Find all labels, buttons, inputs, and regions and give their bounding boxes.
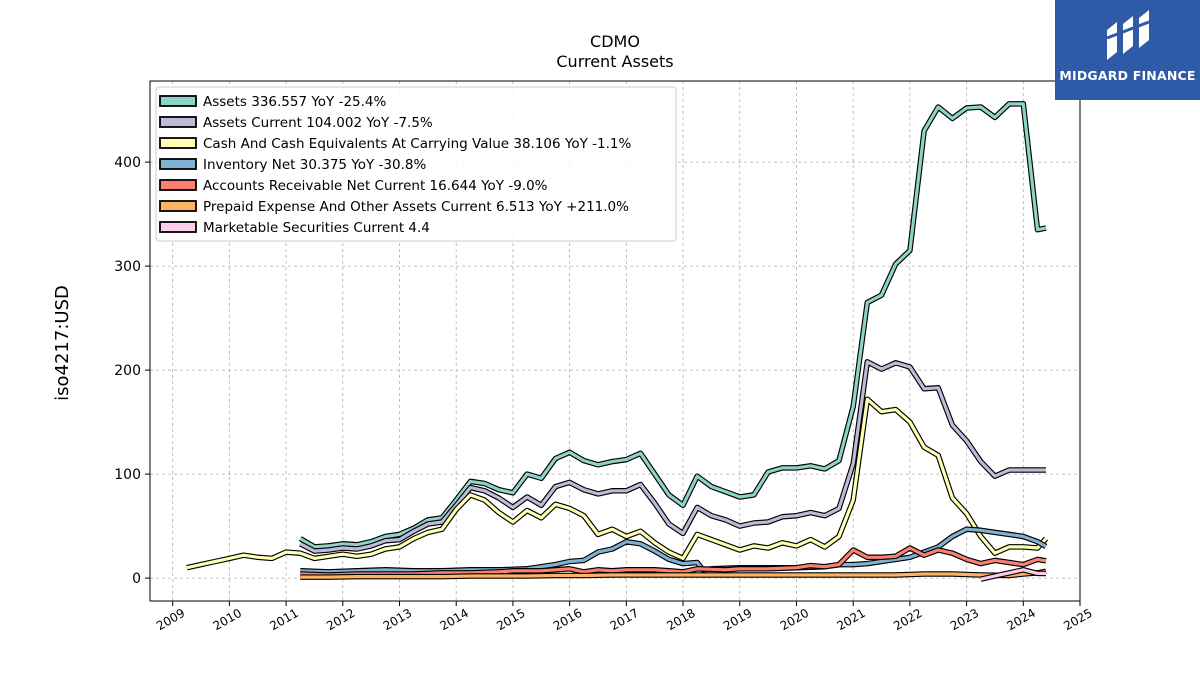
series-line — [980, 568, 1047, 581]
legend-swatch — [159, 158, 197, 170]
y-tick-label: 400 — [114, 155, 141, 171]
x-tick-label: 2021 — [834, 606, 867, 633]
legend-entry: Assets 336.557 YoY -25.4% — [203, 94, 387, 110]
mf-logo-icon — [1106, 10, 1150, 60]
x-tick-label: 2016 — [551, 606, 584, 633]
legend: Assets 336.557 YoY -25.4% Assets Current … — [155, 86, 677, 242]
y-axis-ticks: 0 100 200 300 400 — [114, 155, 150, 587]
brand-logo: MIDGARD FINANCE — [1055, 0, 1200, 100]
chart-title: CDMO — [590, 32, 640, 51]
legend-swatch — [159, 179, 197, 191]
series-0 — [298, 101, 1047, 550]
series-line-outline — [299, 359, 1046, 554]
x-tick-label: 2017 — [608, 606, 641, 633]
y-tick-label: 100 — [114, 467, 141, 483]
x-tick-label: 2010 — [211, 606, 244, 633]
legend-swatch — [159, 137, 197, 149]
y-tick-label: 200 — [114, 363, 141, 379]
x-tick-label: 2025 — [1061, 606, 1094, 633]
series-line — [300, 569, 1047, 579]
series-5 — [300, 568, 1047, 580]
legend-box — [155, 86, 677, 242]
y-tick-label: 300 — [114, 259, 141, 275]
chart-subtitle: Current Assets — [556, 52, 673, 71]
x-axis-ticks: 2009 2010 2011 2012 2013 2014 2015 2016 2017 2018… — [154, 601, 1095, 633]
brand-name: MIDGARD FINANCE — [1059, 68, 1196, 83]
legend-entry: Prepaid Expense And Other Assets Current… — [203, 199, 629, 215]
legend-swatch — [159, 200, 197, 212]
legend-swatch — [159, 221, 197, 233]
x-tick-label: 2023 — [948, 606, 981, 633]
series-line — [299, 360, 1046, 553]
series-1 — [299, 359, 1046, 554]
legend-entry: Accounts Receivable Net Current 16.644 Y… — [203, 178, 548, 194]
x-tick-label: 2009 — [154, 606, 187, 633]
series-2 — [186, 396, 1049, 571]
x-tick-label: 2020 — [778, 606, 811, 633]
series-6 — [980, 567, 1047, 582]
legend-entry: Assets Current 104.002 YoY -7.5% — [203, 115, 433, 131]
series-line — [299, 102, 1047, 549]
x-tick-label: 2015 — [494, 606, 527, 633]
x-tick-label: 2012 — [324, 606, 357, 633]
x-tick-label: 2022 — [891, 606, 924, 633]
x-tick-label: 2018 — [664, 606, 697, 633]
x-tick-label: 2019 — [721, 606, 754, 633]
plot-frame — [149, 80, 1081, 602]
series-line — [300, 546, 1047, 577]
legend-entry: Marketable Securities Current 4.4 — [203, 220, 430, 236]
legend-swatch — [159, 116, 197, 128]
y-tick-label: 0 — [132, 571, 141, 587]
x-tick-label: 2024 — [1005, 606, 1038, 633]
x-tick-label: 2013 — [381, 606, 414, 633]
series-line — [186, 397, 1048, 570]
legend-entry: Inventory Net 30.375 YoY -30.8% — [203, 157, 426, 173]
series-line-outline — [186, 396, 1049, 571]
y-axis-label: iso4217:USD — [52, 285, 73, 401]
x-tick-label: 2011 — [267, 606, 300, 633]
legend-swatch — [159, 95, 197, 107]
series-4 — [300, 545, 1047, 578]
x-tick-label: 2014 — [437, 606, 470, 633]
series-layer — [186, 101, 1049, 582]
legend-entry: Cash And Cash Equivalents At Carrying Va… — [203, 136, 631, 152]
